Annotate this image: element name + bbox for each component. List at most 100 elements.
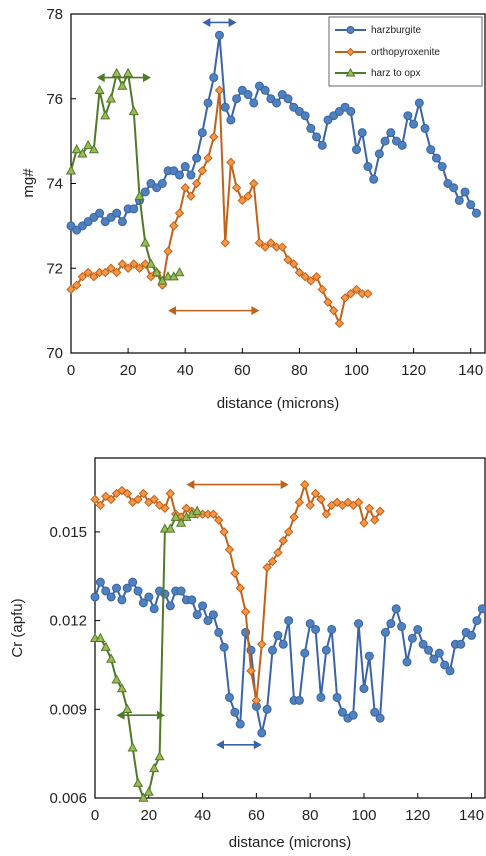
cr-series-harzburgite-point-49 (354, 619, 364, 629)
cr-series-orthopyroxenite-point-6 (122, 488, 132, 499)
mg-series-orthopyroxenite-point-27 (220, 238, 230, 248)
mg-series-harzburgite-point-36 (272, 98, 282, 108)
mg-series-orthopyroxenite-point-19 (174, 208, 185, 218)
mg-series-harzburgite-point-53 (369, 174, 379, 184)
mg-series-orthopyroxenite-point-12 (134, 263, 145, 273)
cr-series-orthopyroxenite-point-3 (106, 494, 116, 505)
mg-series-orthopyroxenite-point-22 (191, 178, 202, 189)
mg-series-orthopyroxenite-point-42 (306, 276, 316, 286)
mg-series-harzburgite-point-67 (449, 183, 459, 193)
cr-series-orthopyroxenite-point-5 (117, 485, 127, 496)
cr-series-orthopyroxenite-point-52 (370, 515, 380, 525)
cr-series-harzburgite-point-55 (386, 619, 396, 629)
cr-series-orthopyroxenite-point-8 (133, 494, 143, 505)
cr-series-harzburgite-point-18 (187, 595, 197, 605)
mg-x-tick-label-0: 0 (67, 362, 75, 379)
cr-series-orthopyroxenite-point-0 (90, 494, 100, 505)
cr-series-orthopyroxenite-point-47 (343, 497, 353, 508)
mg-series-orthopyroxenite-point-39 (288, 259, 299, 269)
cr-series-orthopyroxenite-point-30 (251, 695, 262, 706)
mg-series-harzburgite-point-60 (409, 119, 419, 129)
cr-x-tick-labels: 0 20 40 60 80 100 120 140 (91, 793, 484, 824)
mg-y-tick-label-0: 70 (46, 345, 63, 362)
cr-series-harzburgite-point-8 (133, 586, 143, 596)
cr-series-orthopyroxenite-point-28 (240, 607, 251, 617)
cr-series-orthopyroxenite-point-42 (316, 494, 326, 505)
cr-series-harzburgite-point-46 (337, 707, 347, 717)
mg-series-orthopyroxenite-point-23 (197, 166, 208, 176)
mg-series-harz-to-opx-point-3 (83, 139, 94, 150)
cr-series-orthopyroxenite-point-39 (300, 479, 310, 490)
cr-series-orthopyroxenite-point-53 (375, 506, 385, 516)
legend-label-harz-to-opx: harz to opx (371, 68, 420, 79)
cr-series-orthopyroxenite-point-40 (305, 500, 315, 511)
cr-series-harzburgite-point-25 (224, 692, 234, 702)
cr-series-harzburgite-point-58 (402, 657, 412, 667)
cr-series-harzburgite-point-21 (203, 616, 213, 626)
cr-series-orthopyroxenite-point-31 (257, 639, 267, 649)
cr-series-harzburgite-point-16 (176, 586, 186, 596)
mg-series-orthopyroxenite-point-45 (323, 297, 333, 307)
mg-range-arrow-2-head-right (251, 306, 260, 316)
cr-series-harzburgite-point-50 (359, 684, 369, 694)
cr-series-orthopyroxenite-point-13 (160, 503, 170, 513)
cr-series-harzburgite-point-52 (370, 707, 380, 717)
mg-series-orthopyroxenite-point-52 (363, 288, 373, 299)
cr-series-harz-to-opx-point-12 (154, 751, 165, 761)
mg-series-harz-to-opx-point-4 (88, 144, 99, 154)
cr-y-tick-label-1: 0.009 (49, 701, 87, 718)
mg-series-orthopyroxenite-point-7 (106, 263, 116, 273)
mg-series-harzburgite-point-24 (203, 98, 213, 108)
cr-series-harzburgite-point-38 (294, 695, 304, 705)
cr-series-harzburgite-point-39 (300, 648, 310, 658)
mg-number-chart: 0 20 40 60 80 100 120 140 70 72 74 76 78 distance (… (20, 6, 486, 412)
mg-x-tick-label-5: 100 (344, 362, 369, 379)
mg-series-harzburgite-point-28 (226, 115, 236, 125)
cr-series-harzburgite-point-23 (214, 627, 224, 637)
mg-series-orthopyroxenite-point-9 (117, 259, 128, 269)
cr-series-orthopyroxenite-point-51 (364, 503, 375, 513)
mg-series-harzburgite-point-58 (397, 140, 407, 150)
mg-series-harzburgite-point-38 (283, 94, 293, 104)
cr-series-orthopyroxenite-point-32 (262, 562, 272, 573)
mg-series-orthopyroxenite-point-32 (249, 178, 259, 189)
cr-x-tick-label-0: 0 (91, 807, 99, 824)
mg-series-harzburgite-point-16 (157, 179, 167, 188)
mg-x-axis-title: distance (microns) (217, 395, 340, 412)
mg-series-orthopyroxenite-point-29 (231, 183, 242, 193)
mg-x-tick-label-7: 140 (458, 362, 483, 379)
cr-series-harzburgite-point-60 (413, 624, 423, 634)
cr-series-orthopyroxenite-point-34 (273, 547, 283, 558)
mg-series-harzburgite-point-55 (380, 136, 390, 146)
mg-series-harzburgite-point-32 (249, 98, 259, 108)
mg-series-orthopyroxenite (66, 85, 373, 329)
cr-series-harzburgite-point-1 (95, 577, 105, 587)
mg-series-harzburgite-point-71 (471, 208, 481, 218)
cr-series-orthopyroxenite (90, 479, 385, 706)
mg-series-orthopyroxenite-point-37 (277, 242, 287, 252)
mg-series-harz-to-opx-line (70, 72, 181, 282)
cr-x-tick-label-5: 100 (351, 807, 376, 824)
cr-series-harzburgite-point-4 (112, 583, 122, 593)
cr-series-harzburgite-point-65 (440, 660, 450, 670)
cr-series-orthopyroxenite-point-36 (283, 527, 294, 537)
cr-series-harzburgite-point-6 (122, 583, 132, 593)
mg-series-orthopyroxenite-point-8 (111, 267, 122, 278)
mg-series-harzburgite-point-65 (437, 162, 447, 172)
mg-series-harzburgite-point-41 (300, 111, 310, 121)
cr-series-harz-to-opx-point-6 (122, 703, 133, 714)
cr-series-harzburgite-point-57 (397, 622, 407, 632)
cr-series-harzburgite-point-45 (332, 692, 342, 702)
mg-series-harzburgite-point-23 (197, 128, 207, 138)
mg-series-harzburgite-point-68 (454, 195, 464, 205)
cr-series-orthopyroxenite-point-25 (224, 544, 235, 555)
mg-series-harzburgite-point-56 (386, 128, 396, 138)
mg-series-orthopyroxenite-point-35 (266, 238, 276, 248)
cr-series-harzburgite-point-54 (380, 627, 390, 637)
legend-entry-harzburgite: harzburgite (335, 25, 421, 36)
cr-series-harzburgite-point-41 (311, 624, 321, 634)
mg-series-orthopyroxenite-point-10 (123, 263, 133, 273)
cr-range-arrow-2-head-right (253, 740, 262, 750)
cr-series-harzburgite-point-13 (160, 589, 170, 599)
mg-series-harzburgite-point-19 (174, 170, 184, 180)
